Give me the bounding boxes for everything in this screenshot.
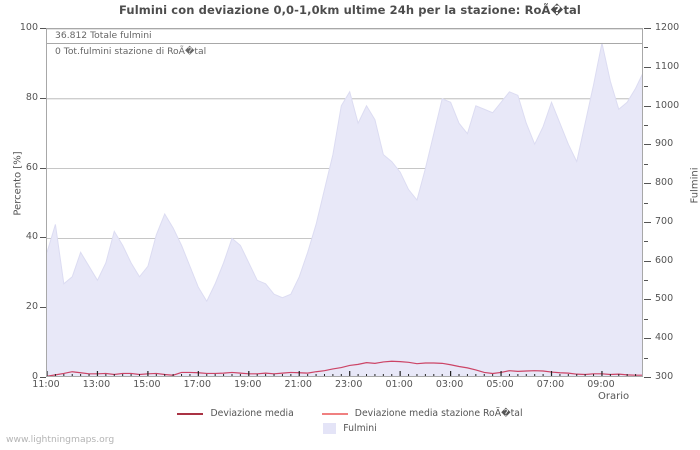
legend-item-deviazione-media-stazione: Deviazione media stazione RoÃ�tal xyxy=(321,408,523,419)
y-axis-tickmark-right xyxy=(644,338,651,340)
y-axis-tick-left: 0 xyxy=(31,371,38,382)
y-axis-tick-left: 60 xyxy=(25,161,38,173)
legend-row-1: Deviazione media Deviazione media stazio… xyxy=(0,406,700,421)
y-axis-title-right: Fulmini xyxy=(689,167,700,204)
y-axis-tick-right: 1100 xyxy=(655,60,680,72)
legend-label: Deviazione media stazione RoÃ�tal xyxy=(354,408,523,419)
x-minor-ticks xyxy=(47,371,637,376)
y-axis-tickmark-right xyxy=(644,377,651,378)
y-axis-tickmark-right xyxy=(644,260,651,262)
y-axis-tick-right: 800 xyxy=(655,177,674,189)
y-axis-tick-right: 700 xyxy=(655,215,674,227)
y-axis-tick-right: 900 xyxy=(655,138,674,150)
y-axis-tick-right: 400 xyxy=(655,332,674,344)
y-axis-tick-right: 600 xyxy=(655,254,674,266)
y-axis-tickmark-right xyxy=(644,280,648,282)
legend-area-swatch xyxy=(323,423,337,434)
plot-area xyxy=(46,28,643,377)
legend-row-2: Fulmini xyxy=(0,421,700,436)
page-title: Fulmini con deviazione 0,0-1,0km ultime … xyxy=(119,3,581,17)
footer-attribution: www.lightningmaps.org xyxy=(6,434,115,445)
y-axis-tickmark-right xyxy=(644,183,651,185)
y-axis-tickmark-right xyxy=(644,221,651,223)
legend-item-fulmini: Fulmini xyxy=(323,423,377,434)
y-axis-tick-right: 500 xyxy=(655,293,674,305)
y-axis-tickmark-right xyxy=(644,241,648,243)
legend-label: Fulmini xyxy=(343,423,377,434)
y-axis-tick-left: 80 xyxy=(25,91,38,103)
x-axis-tick: 17:00 xyxy=(183,379,212,390)
x-axis-tick: 01:00 xyxy=(385,379,413,390)
y-axis-tickmark-right xyxy=(644,299,651,301)
x-axis-tick: 07:00 xyxy=(536,379,565,390)
y-axis-tickmark-right xyxy=(644,86,648,88)
y-axis-tickmark-right xyxy=(644,66,651,68)
y-axis-tick-right: 300 xyxy=(655,371,674,382)
x-axis-title: Orario xyxy=(598,391,630,402)
y-axis-tickmark-right xyxy=(644,124,648,126)
x-axis-tick: 19:00 xyxy=(234,379,262,390)
legend-item-deviazione-media: Deviazione media xyxy=(177,408,294,419)
y-axis-tickmark-right xyxy=(644,202,648,204)
y-axis-tickmark-right xyxy=(644,28,651,29)
deviazione-media-line xyxy=(47,360,642,376)
legend-line-swatch xyxy=(177,412,204,415)
y-axis-tick-left: 20 xyxy=(25,301,38,313)
fulmini-area xyxy=(47,42,642,376)
y-axis-tickmark-right xyxy=(644,163,648,165)
y-axis-tick-right: 1200 xyxy=(655,22,680,33)
y-axis-tick-left: 100 xyxy=(19,22,38,33)
x-axis-tick: 11:00 xyxy=(32,379,60,390)
legend-label: Deviazione media xyxy=(210,408,294,419)
y-axis-tickmark-right xyxy=(644,47,648,49)
y-axis-tick-left: 40 xyxy=(25,231,38,243)
y-axis-tickmark-right xyxy=(644,318,648,320)
y-axis-tickmark-left xyxy=(40,237,46,239)
y-axis-tickmark-left xyxy=(40,97,46,99)
legend-line-swatch xyxy=(321,412,348,415)
y-axis-tickmark-left xyxy=(40,307,46,309)
x-axis-tick: 21:00 xyxy=(284,379,312,390)
y-axis-tickmark-left xyxy=(40,167,46,169)
y-axis-tickmark-right xyxy=(644,105,651,107)
x-axis-tick: 13:00 xyxy=(82,379,111,390)
x-axis-tick: 15:00 xyxy=(133,379,161,390)
x-axis-tick: 05:00 xyxy=(486,379,514,390)
fulmini-area-outline xyxy=(47,42,642,303)
x-axis-tick: 23:00 xyxy=(335,379,363,390)
y-axis-tick-right: 1000 xyxy=(655,99,680,111)
y-axis-tickmark-right xyxy=(644,357,648,359)
y-axis-tickmark-left xyxy=(40,28,46,29)
legend: Deviazione media Deviazione media stazio… xyxy=(0,406,700,436)
plot-canvas xyxy=(47,29,642,376)
x-axis-tick: 09:00 xyxy=(587,379,615,390)
y-axis-tickmark-right xyxy=(644,144,651,146)
y-axis-title-left: Percento [%] xyxy=(12,151,24,216)
y-axis-tickmark-left xyxy=(40,377,46,378)
x-axis-tick: 03:00 xyxy=(435,379,464,390)
